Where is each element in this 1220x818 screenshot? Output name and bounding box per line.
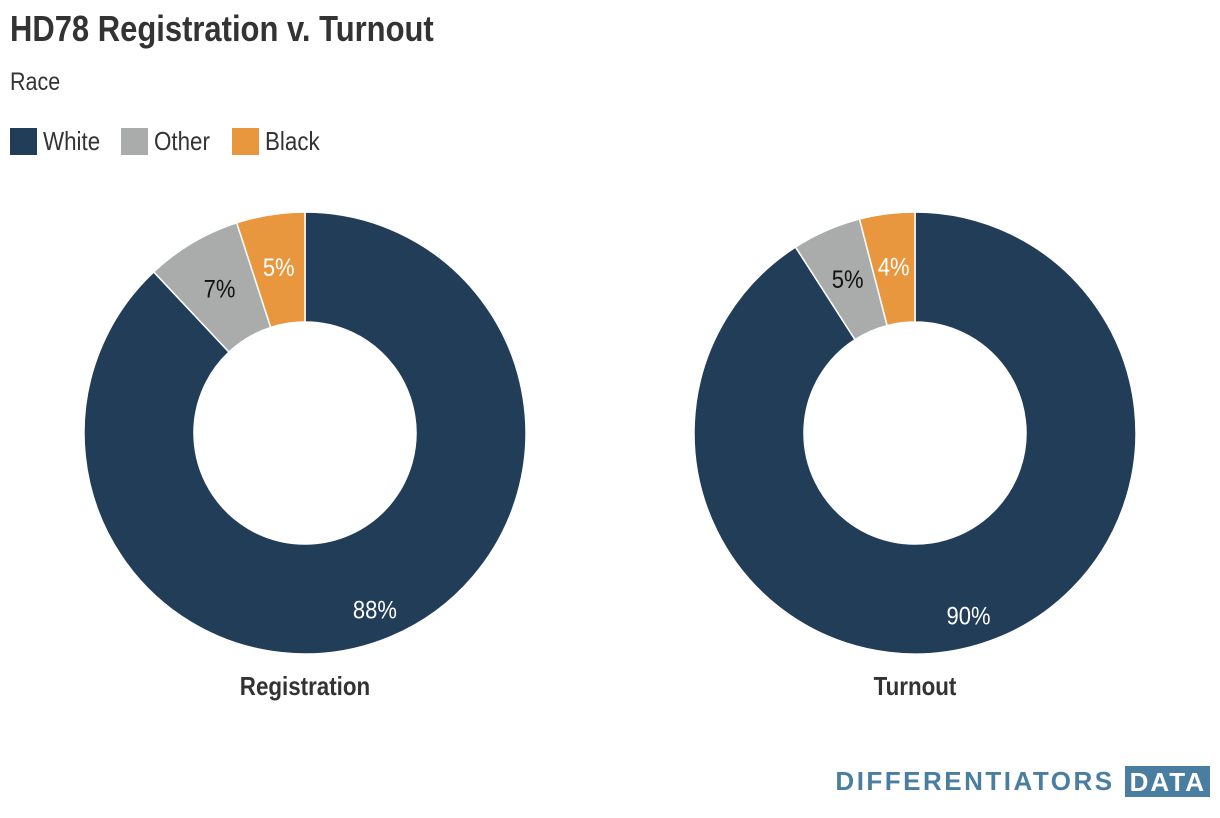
slice-registration-white[interactable] [83,211,527,655]
brand-logo: DIFFERENTIATORS DATA [835,766,1210,797]
slice-registration-black[interactable] [235,211,306,329]
legend-item-other[interactable]: Other [121,126,211,157]
slice-label-registration-white: 88% [353,596,397,624]
legend-label-other: Other [154,126,211,156]
chart-title: HD78 Registration v. Turnout [10,8,434,49]
slice-label-turnout-white: 90% [947,602,991,630]
logo-badge: DATA [1124,766,1210,797]
legend: White Other Black [10,126,340,157]
legend-swatch-other [121,128,149,155]
slice-turnout-black[interactable] [858,211,916,327]
logo-text: DIFFERENTIATORS [835,766,1115,796]
slice-label-turnout-black: 4% [878,253,910,281]
legend-label-black: Black [264,126,320,156]
chart-label-turnout: Turnout [874,672,957,701]
slice-label-registration-black: 5% [263,254,295,282]
legend-item-black[interactable]: Black [231,126,321,157]
legend-item-white[interactable]: White [10,126,101,157]
donut-turnout: 90% 5% 4% Turnout [693,211,1137,701]
slice-turnout-white[interactable] [693,211,1137,655]
chart-subtitle: Race [10,68,61,96]
slice-label-registration-other: 7% [204,275,236,303]
legend-swatch-white [10,128,37,155]
donut-registration: 88% 7% 5% Registration [83,211,527,701]
chart-label-registration: Registration [240,672,370,701]
legend-swatch-black [231,128,259,155]
slice-label-turnout-other: 5% [832,266,864,294]
legend-label-white: White [43,126,101,156]
